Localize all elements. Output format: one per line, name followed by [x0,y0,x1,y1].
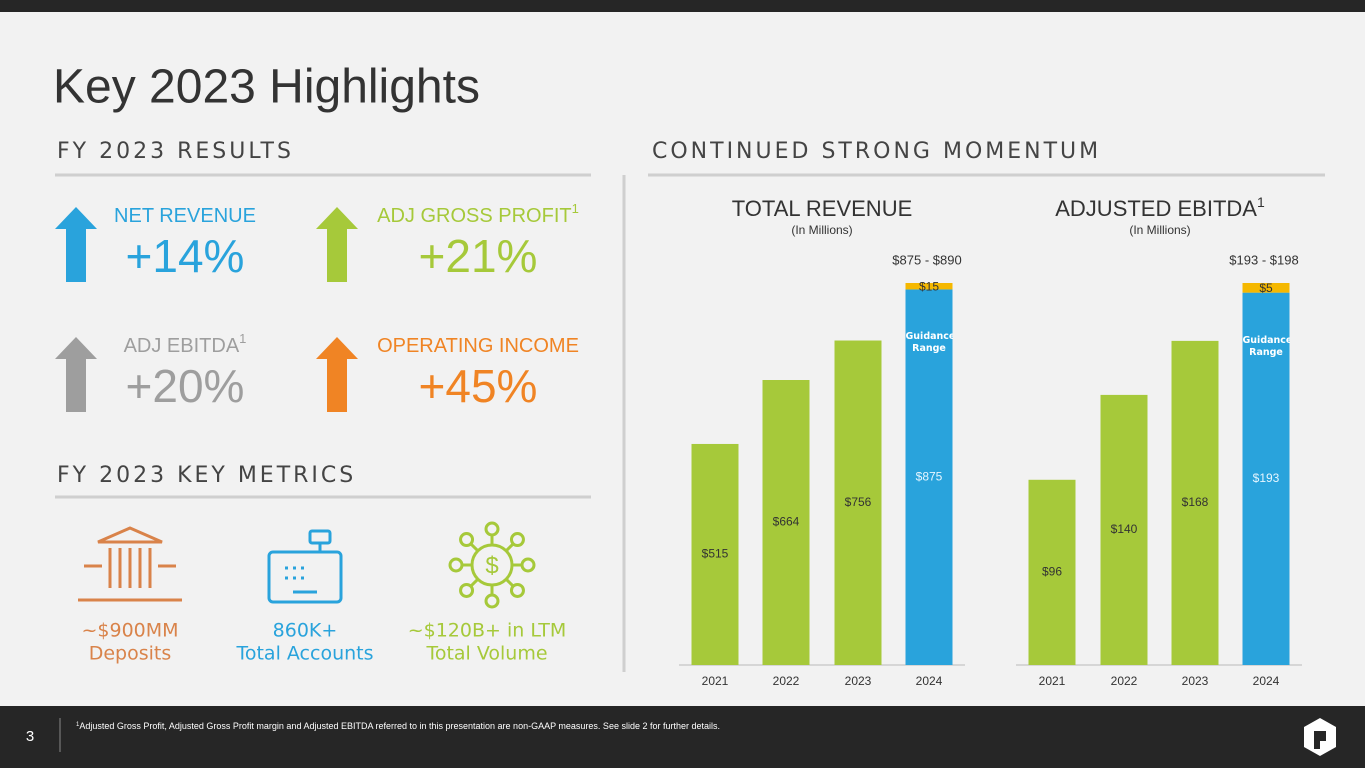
page-number: 3 [26,728,34,745]
data-label: $875 [916,469,943,483]
metric-value: ~$120B+ in LTM [408,620,567,642]
range-label: $193 - $198 [1229,252,1298,267]
arrow-icon [55,207,97,282]
bar [1100,394,1148,665]
icon-part [459,532,475,548]
metric-value: ~$900MM [81,620,178,642]
superscript: 1 [572,201,579,216]
metric-label: Total Accounts [235,643,373,665]
highlight-label-text: ADJ GROSS PROFIT [377,205,571,227]
chart-title: ADJUSTED EBITDA1 [1055,194,1265,221]
chart-subtitle: (In Millions) [791,223,852,237]
icon-part [459,582,475,598]
icon-part: $ [485,552,498,579]
annotation-box: Guidance Range [905,331,953,355]
superscript: 1 [239,331,246,346]
data-label: $168 [1182,495,1209,509]
logo [1304,718,1336,756]
annotation: Guidance Range [1242,334,1290,358]
highlight-value: +14% [126,230,245,282]
metric-label: Deposits [89,643,172,665]
data-label: $15 [919,279,939,293]
highlight-value: +20% [126,360,245,412]
arrow-icon [316,337,358,412]
icon-part [484,521,500,537]
x-tick-label: 2024 [916,674,943,688]
slide-title: Key 2023 Highlights [53,61,480,114]
icon-part [469,542,479,552]
bar [1242,283,1290,293]
highlight-value: +45% [419,360,538,412]
highlight-label-text: NET REVENUE [114,205,256,227]
metric-icon [267,529,343,604]
chart-title-text: ADJUSTED EBITDA [1055,196,1257,221]
x-tick-label: 2022 [1111,674,1138,688]
data-label: $193 [1253,471,1280,485]
x-tick-label: 2021 [702,674,729,688]
bar [905,283,953,290]
section-heading: CONTINUED STRONG MOMENTUM [652,139,1101,164]
data-label: $5 [1259,281,1273,295]
arrow-icon [55,337,97,412]
data-label: $140 [1111,522,1138,536]
footnote-marker: 1 [76,722,80,728]
bar [762,380,810,665]
range-label: $875 - $890 [892,252,961,267]
icon-part [509,582,525,598]
icon-part [469,578,479,588]
arrow-icon [316,207,358,282]
metric-icon [448,521,536,609]
highlight-label-text: ADJ EBITDA [124,335,240,357]
x-tick-label: 2021 [1039,674,1066,688]
footnote: 1Adjusted Gross Profit, Adjusted Gross P… [76,721,720,731]
annotation: Guidance Range [905,331,953,355]
data-label: $664 [773,515,800,529]
highlight-label: NET REVENUE [114,205,256,227]
data-label: $96 [1042,565,1062,579]
metric-value: 860K+ [273,620,338,642]
x-tick-label: 2023 [845,674,872,688]
highlight-label: OPERATING INCOME [377,335,579,357]
icon-part [505,542,515,552]
footnote-text: Adjusted Gross Profit, Adjusted Gross Pr… [79,721,720,731]
highlight-value: +21% [419,230,538,282]
icon-part [448,557,464,573]
x-tick-label: 2024 [1253,674,1280,688]
top-bar [0,0,1365,12]
icon-part [520,557,536,573]
chart-title-text: TOTAL REVENUE [732,196,913,221]
bar [905,289,953,665]
metric-label: Total Volume [425,643,547,665]
section-heading: FY 2023 RESULTS [57,139,294,164]
section-heading: FY 2023 KEY METRICS [57,463,356,488]
data-label: $515 [702,547,729,561]
bar [834,340,882,665]
icon-part [484,593,500,609]
annotation-box: Guidance Range [1242,334,1290,358]
bar [1171,340,1219,665]
icon-part [505,578,515,588]
x-tick-label: 2022 [773,674,800,688]
icon-part [509,532,525,548]
bar [691,443,739,665]
footer-bar [0,706,1365,768]
icon-part [267,550,343,604]
data-label: $756 [845,495,872,509]
chart-title: TOTAL REVENUE [732,196,913,221]
bar [1242,292,1290,665]
highlight-label-text: OPERATING INCOME [377,335,579,357]
highlight-label: ADJ GROSS PROFIT1 [377,201,579,227]
chart-subtitle: (In Millions) [1129,223,1190,237]
superscript: 1 [1257,194,1265,210]
icon-part [97,526,163,544]
bar [1028,479,1076,665]
x-tick-label: 2023 [1182,674,1209,688]
metric-icon [78,526,182,602]
highlight-label: ADJ EBITDA1 [124,331,247,357]
